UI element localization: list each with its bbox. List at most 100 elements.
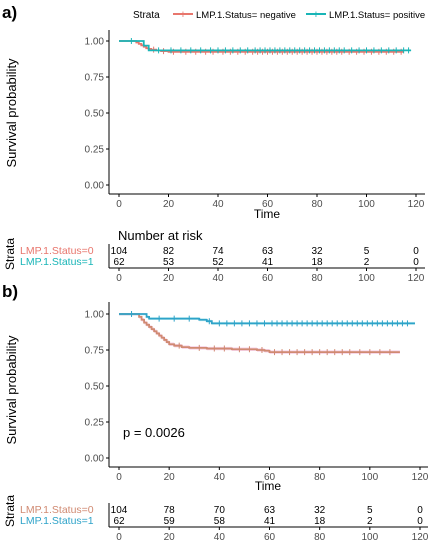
y-tick-label: 1.00 (85, 310, 105, 321)
risk-count: 74 (212, 246, 224, 257)
series-0-censor-mark (309, 349, 315, 356)
series-1-censor-mark (178, 47, 184, 54)
series-1-censor-mark (394, 320, 400, 327)
risk-count: 62 (113, 516, 125, 527)
series-1-censor-mark (379, 320, 385, 327)
series-1-censor-mark (208, 47, 214, 54)
series-1-censor-mark (206, 318, 212, 325)
series-1-censor-mark (245, 47, 251, 54)
series-1-censor-mark (316, 47, 322, 54)
x-tick-label: 60 (264, 472, 276, 483)
risk-count: 0 (413, 257, 419, 268)
risk-x-tick-label: 40 (214, 532, 226, 543)
series-1-censor-mark (198, 47, 204, 54)
series-1-censor-mark (393, 47, 399, 54)
series-1-censor-mark (254, 320, 260, 327)
series-0-censor-mark (339, 349, 345, 356)
series-1-censor-mark (374, 320, 380, 327)
risk-x-tick-label: 20 (164, 532, 176, 543)
series-1-censor-mark (371, 47, 377, 54)
series-1-censor-mark (324, 320, 330, 327)
series-1-censor-mark (292, 47, 298, 54)
series-0-censor-mark (377, 349, 383, 356)
series-1-censor-mark (356, 47, 362, 54)
series-1-censor-mark (252, 47, 258, 54)
risk-x-tick-label: 40 (212, 273, 224, 284)
series-1-censor-mark (378, 47, 384, 54)
series-1-censor-mark (384, 320, 390, 327)
series-0-censor-mark (332, 349, 338, 356)
y-tick-label: 0.75 (85, 346, 105, 357)
legend-key-positive-mark: + (313, 9, 319, 21)
series-0-censor-mark (211, 345, 217, 352)
series-0-censor-mark (259, 347, 265, 353)
risk-count: 70 (214, 505, 226, 516)
risk-count: 41 (264, 516, 276, 527)
series-0-censor-mark (196, 344, 202, 351)
risk-x-tick-label: 20 (163, 273, 175, 284)
series-1-censor-mark (326, 47, 332, 54)
y-tick-label: 0.50 (85, 109, 105, 120)
series-1-censor-mark (404, 320, 410, 327)
series-1-censor-mark (294, 320, 300, 327)
risk-x-tick-label: 80 (314, 532, 326, 543)
series-1-censor-mark (297, 47, 303, 54)
legend-entry-negative: LMP.1.Status= negative (196, 10, 296, 21)
risk-count: 104 (111, 505, 128, 516)
series-1-censor-mark (216, 320, 222, 327)
series-1-censor-mark (349, 47, 355, 54)
risk-count: 62 (113, 257, 125, 268)
risk-count: 5 (367, 505, 373, 516)
risk-count: 78 (164, 505, 176, 516)
risk-x-tick-label: 0 (116, 273, 122, 284)
x-tick-label: 100 (361, 472, 378, 483)
series-1-censor-mark (307, 47, 313, 54)
series-1-censor-mark (129, 311, 135, 317)
y-tick-label: 0.25 (85, 145, 105, 156)
series-1-censor-mark (237, 47, 243, 54)
panel-a-x-label: Time (254, 207, 281, 221)
series-1-ci-band (119, 314, 415, 325)
series-1-censor-mark (188, 47, 194, 54)
series-1-censor-mark (302, 47, 308, 54)
risk-count: 0 (413, 246, 419, 257)
series-1-censor-mark (222, 47, 228, 54)
panel-b-risk-strata-label: Strata (3, 495, 17, 527)
risk-x-tick-label: 100 (361, 532, 378, 543)
y-tick-label: 0.50 (85, 382, 105, 393)
series-1-censor-mark (399, 320, 405, 327)
series-1-censor-mark (269, 320, 275, 327)
series-1-censor-mark (230, 47, 236, 54)
risk-count: 2 (367, 516, 373, 527)
y-tick-label: 0.00 (85, 454, 105, 465)
series-0-censor-mark (302, 349, 308, 356)
series-1-censor-mark (336, 47, 342, 54)
risk-count: 18 (314, 516, 326, 527)
risk-count: 41 (262, 257, 274, 268)
series-1-censor-mark (168, 47, 174, 54)
risk-count: 0 (417, 516, 423, 527)
series-0-censor-mark (317, 349, 323, 356)
series-0-censor-mark (272, 349, 278, 356)
series-1-censor-mark (354, 320, 360, 327)
x-tick-label: 100 (358, 199, 375, 210)
risk-count: 82 (163, 246, 175, 257)
series-1-censor-mark (287, 47, 293, 54)
series-0-censor-mark (246, 346, 252, 353)
series-1-censor-mark (171, 315, 177, 322)
series-1-censor-mark (339, 320, 345, 327)
series-1-censor-mark (267, 47, 273, 54)
panel-b: b) Survival probability 0.00 0.25 0.50 0.75… (2, 282, 429, 543)
series-1-censor-mark (274, 320, 280, 327)
series-0-censor-mark (176, 342, 182, 349)
x-tick-label: 80 (314, 472, 326, 483)
series-1-censor-mark (401, 47, 407, 54)
risk-row-label-positive-b: LMP.1.Status=1 (20, 515, 94, 527)
series-1-censor-mark (186, 315, 192, 322)
y-tick-label: 0.75 (85, 73, 105, 84)
series-1-censor-mark (279, 320, 285, 327)
risk-count: 52 (212, 257, 224, 268)
risk-x-tick-label: 100 (358, 273, 375, 284)
panel-a-risk-title: Number at risk (118, 228, 203, 243)
